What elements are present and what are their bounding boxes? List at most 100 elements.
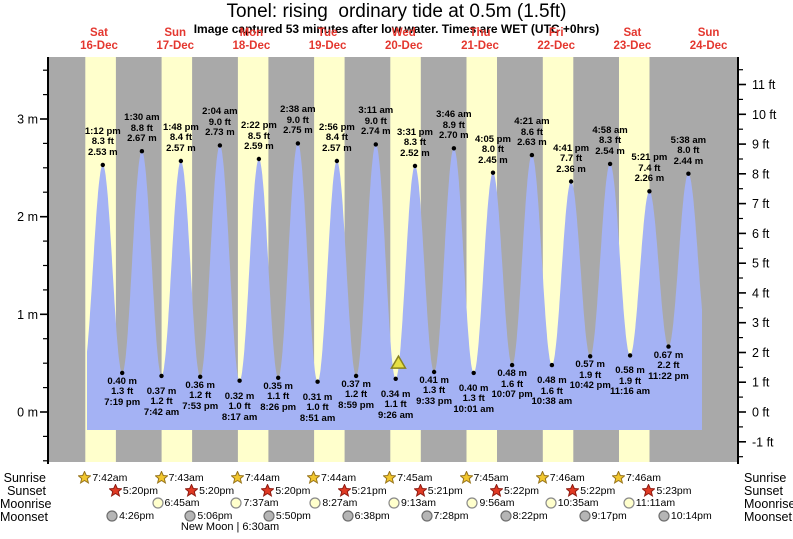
low-tide-dot <box>549 362 555 368</box>
high-tide-dot <box>178 158 184 164</box>
high-tide-dot <box>490 170 496 175</box>
low-tide-dot <box>237 378 242 383</box>
astro-time: 10:35am <box>557 497 599 509</box>
sunrise-star-icon <box>154 471 168 484</box>
astro-time: 5:20pm <box>122 484 158 497</box>
astro-time: 9:56am <box>479 497 515 509</box>
low-tide-dot <box>315 379 320 384</box>
day-label: Thu 21-Dec <box>461 27 499 52</box>
sunrise-event: 7:42am <box>78 471 127 484</box>
low-tide-label: 0.32 m 1.0 ft 8:17 am <box>221 390 258 423</box>
right-axis-label: 0 ft <box>752 406 770 420</box>
sunset-star-icon <box>261 484 275 497</box>
astro-time: 7:45am <box>473 471 509 484</box>
right-axis-label: 4 ft <box>752 286 770 300</box>
moonset-icon <box>184 510 196 522</box>
sunset-star-icon <box>185 484 199 497</box>
sunset-event: 5:23pm <box>642 484 692 497</box>
low-tide-dot <box>353 373 359 379</box>
low-tide-dot <box>666 344 671 349</box>
moonset-event: 4:26pm <box>106 510 154 522</box>
left-axis-label: 0 m <box>17 406 38 420</box>
astro-time: 7:46am <box>549 471 585 484</box>
astro-time: 8:27am <box>322 497 358 509</box>
moonrise-event: 9:13am <box>388 497 436 509</box>
sunrise-star-icon <box>307 471 321 484</box>
low-tide-label: 0.34 m 1.1 ft 9:26 am <box>377 388 414 421</box>
moonrise-event: 6:45am <box>151 497 200 509</box>
astro-time: 7:44am <box>321 471 357 484</box>
high-tide-label: 3:11 am 9.0 ft 2.74 m <box>358 105 394 138</box>
astro-time: 6:38pm <box>354 510 390 522</box>
sunrise-event: 7:44am <box>230 471 280 484</box>
left-axis-label: 2 m <box>17 210 38 224</box>
sunset-event: 5:21pm <box>413 484 463 497</box>
sunrise-star-icon <box>230 471 244 484</box>
high-tide-label: 2:56 pm 8.4 ft 2.57 m <box>318 121 355 154</box>
astro-time: 5:22pm <box>580 484 616 497</box>
low-tide-label: 0.67 m 2.2 ft 11:22 pm <box>648 349 689 382</box>
moonset-icon <box>342 510 354 522</box>
sunrise-event: 7:46am <box>611 471 661 484</box>
astro-time: 7:42am <box>92 471 128 484</box>
low-tide-dot <box>393 376 398 381</box>
high-tide-label: 2:22 pm 8.5 ft 2.59 m <box>240 120 277 153</box>
low-tide-label: 0.36 m 1.2 ft 7:53 pm <box>182 379 219 412</box>
right-axis-label: -1 ft <box>752 435 774 449</box>
sunrise-row-label-left: Sunrise <box>3 471 46 485</box>
sunset-star-icon <box>566 484 580 497</box>
sunset-event: 5:22pm <box>566 484 615 497</box>
sunrise-star-icon <box>383 471 397 484</box>
low-tide-label: 0.41 m 1.3 ft 9:33 pm <box>416 374 453 407</box>
high-tide-dot <box>100 162 106 168</box>
day-label: Sat 16-Dec <box>80 27 118 52</box>
high-tide-label: 2:38 am 9.0 ft 2.75 m <box>280 104 316 137</box>
sunrise-row-label-right: Sunrise <box>744 471 787 485</box>
low-tide-dot <box>198 374 203 379</box>
high-tide-dot <box>412 163 418 169</box>
astro-time: 5:22pm <box>504 484 540 497</box>
low-tide-label: 0.35 m 1.1 ft 8:26 pm <box>260 380 297 413</box>
high-tide-label: 4:05 pm 8.0 ft 2.45 m <box>475 133 511 166</box>
low-tide-dot <box>509 362 515 368</box>
chart-subtitle: Image captured 53 minutes after low wate… <box>193 22 600 36</box>
low-tide-label: 0.58 m 1.9 ft 11:16 am <box>609 365 651 398</box>
right-axis-label: 9 ft <box>752 138 770 152</box>
high-tide-label: 1:48 pm 8.4 ft 2.57 m <box>162 121 199 154</box>
moonset-row-label-right: Moonset <box>744 510 792 524</box>
sunrise-event: 7:44am <box>307 471 356 484</box>
sunset-event: 5:20pm <box>261 484 310 497</box>
high-tide-label: 5:38 am 8.0 ft 2.44 m <box>670 134 707 167</box>
moonset-row-label-left: Moonset <box>0 510 48 524</box>
right-axis-label: 1 ft <box>752 376 770 390</box>
astro-time: 7:37am <box>243 497 279 509</box>
moonrise-icon <box>466 497 479 509</box>
moonrise-event: 11:11am <box>623 497 675 509</box>
moonset-event: 5:50pm <box>263 510 311 522</box>
astro-time: 7:28pm <box>433 510 469 522</box>
sunset-star-icon <box>337 484 351 497</box>
right-axis-label: 2 ft <box>752 346 770 360</box>
sunrise-event: 7:45am <box>383 471 432 484</box>
moonrise-event: 8:27am <box>309 497 357 509</box>
astro-time: 11:11am <box>635 497 676 509</box>
high-tide-dot <box>568 179 574 184</box>
right-axis-label: 11 ft <box>752 78 776 92</box>
low-tide-dot <box>627 353 633 358</box>
sunrise-event: 7:43am <box>154 471 204 484</box>
astro-time: 7:46am <box>625 471 661 484</box>
moonset-event: 10:14pm <box>658 510 712 522</box>
moonrise-event: 7:37am <box>230 497 279 509</box>
astro-time: 5:21pm <box>427 484 463 497</box>
moonrise-icon <box>623 497 635 509</box>
sunrise-event: 7:46am <box>535 471 585 484</box>
low-tide-dot <box>120 370 125 376</box>
day-label: Fri 22-Dec <box>537 27 576 52</box>
astro-time: 5:06pm <box>197 510 233 522</box>
moonset-icon <box>106 510 118 522</box>
moonset-event: 6:38pm <box>342 510 390 522</box>
sunset-event: 5:20pm <box>108 484 158 497</box>
moonset-event: 7:28pm <box>420 510 469 522</box>
